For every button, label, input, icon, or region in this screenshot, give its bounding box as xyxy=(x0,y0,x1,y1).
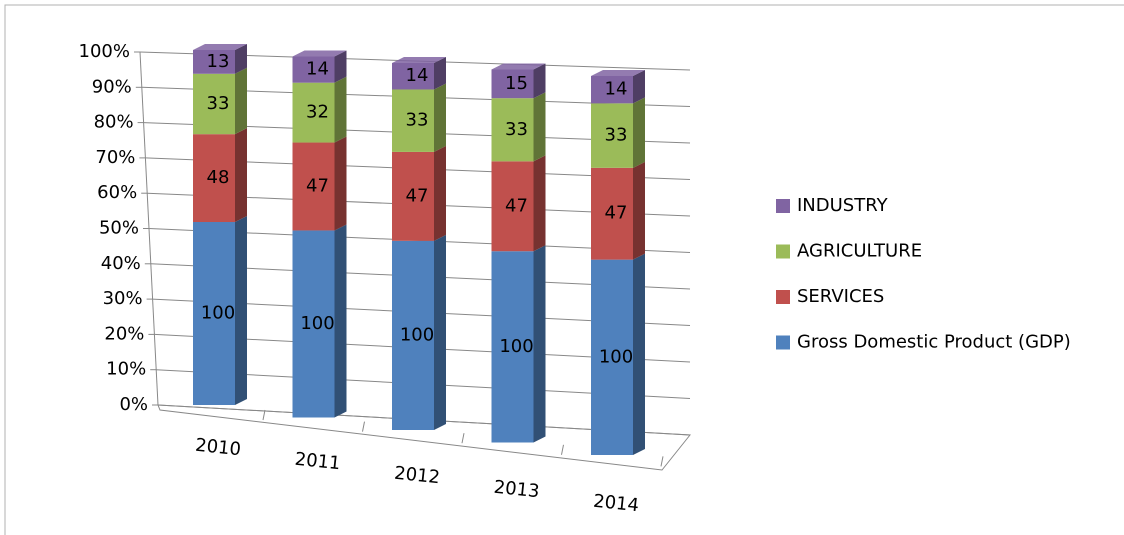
data-label: 47 xyxy=(505,195,528,216)
y-tick-label: 10% xyxy=(106,359,146,380)
column-side xyxy=(533,63,546,99)
y-tick-label: 70% xyxy=(95,147,135,168)
column-segment xyxy=(292,142,335,231)
data-label: 48 xyxy=(207,167,230,188)
column-side xyxy=(334,136,347,231)
data-label: 14 xyxy=(605,79,628,100)
column-segment xyxy=(193,222,235,405)
column-side xyxy=(533,155,546,252)
column-side xyxy=(633,253,645,455)
column-side xyxy=(533,245,546,443)
data-label: 47 xyxy=(406,185,429,206)
column-side xyxy=(434,83,446,152)
column-side xyxy=(334,224,347,418)
legend-label: INDUSTRY xyxy=(797,195,889,216)
column-top xyxy=(193,44,247,50)
y-tick-label: 100% xyxy=(79,41,130,62)
column-segment xyxy=(392,89,434,152)
column-segment xyxy=(193,50,235,74)
x-tick xyxy=(660,456,664,467)
data-label: 33 xyxy=(505,119,528,140)
data-label: 13 xyxy=(207,51,230,72)
column-segment xyxy=(392,151,434,241)
data-label: 47 xyxy=(306,175,329,196)
y-tick-label: 60% xyxy=(97,182,137,203)
column-segment xyxy=(591,259,633,455)
column-segment xyxy=(491,98,534,162)
data-label: 100 xyxy=(599,346,633,367)
column-side xyxy=(434,57,446,90)
x-tick xyxy=(262,409,266,421)
column-top xyxy=(591,70,645,76)
x-tick-label: 2012 xyxy=(393,463,441,489)
column-segment xyxy=(292,56,335,83)
data-label: 100 xyxy=(201,303,235,324)
column-segment xyxy=(193,134,235,223)
legend-label: Gross Domestic Product (GDP) xyxy=(797,332,1071,353)
data-label: 14 xyxy=(406,65,429,86)
y-tick-label: 40% xyxy=(101,253,141,274)
column-side xyxy=(235,44,247,74)
data-label: 100 xyxy=(499,336,533,357)
column-side xyxy=(434,145,446,241)
data-label: 32 xyxy=(306,102,329,123)
legend-swatch xyxy=(776,199,790,213)
column-segment xyxy=(491,251,534,443)
x-tick xyxy=(362,421,365,432)
column-side xyxy=(235,67,247,135)
column-top xyxy=(392,57,446,63)
legend-label: AGRICULTURE xyxy=(797,241,922,262)
x-tick-label: 2013 xyxy=(493,477,541,503)
legend-swatch xyxy=(776,290,790,304)
chart-frame xyxy=(4,4,1124,535)
y-tick-label: 80% xyxy=(94,112,134,133)
y-tick-label: 50% xyxy=(99,218,139,239)
column-side xyxy=(334,76,347,143)
column-segment xyxy=(591,76,633,104)
data-label: 100 xyxy=(400,324,434,345)
column-side xyxy=(334,50,347,83)
column-segment xyxy=(193,73,235,135)
legend-label: SERVICES xyxy=(797,286,884,307)
column-segment xyxy=(292,82,335,143)
legend-swatch xyxy=(776,244,790,259)
column-segment xyxy=(392,63,434,90)
data-label: 100 xyxy=(300,313,334,334)
column-top xyxy=(491,63,546,70)
data-label: 14 xyxy=(306,59,329,80)
x-tick xyxy=(461,433,465,444)
data-label: 33 xyxy=(605,125,628,146)
column-top xyxy=(292,50,347,57)
column-side xyxy=(235,128,247,223)
data-label: 33 xyxy=(406,110,429,131)
x-tick-label: 2014 xyxy=(592,491,640,517)
x-tick-label: 2010 xyxy=(194,435,242,461)
column-segment xyxy=(591,167,633,260)
column-segment xyxy=(292,230,335,418)
legend-swatch xyxy=(776,335,790,350)
y-tick-label: 30% xyxy=(103,288,143,309)
column-segment xyxy=(392,240,434,430)
column-segment xyxy=(491,161,534,252)
column-segment xyxy=(491,69,534,99)
column-side xyxy=(633,97,645,168)
column-side xyxy=(235,216,247,405)
x-tick xyxy=(561,444,564,455)
y-tick-label: 0% xyxy=(119,394,148,415)
column-side xyxy=(633,161,645,260)
data-label: 47 xyxy=(605,203,628,224)
data-label: 33 xyxy=(207,93,230,114)
column-side xyxy=(533,92,546,162)
data-label: 15 xyxy=(505,73,528,94)
column-segment xyxy=(591,103,633,168)
x-tick-label: 2011 xyxy=(294,449,342,475)
y-tick-label: 20% xyxy=(104,323,144,344)
column-side xyxy=(633,70,645,104)
y-tick-label: 90% xyxy=(92,76,132,97)
column-side xyxy=(434,234,446,430)
